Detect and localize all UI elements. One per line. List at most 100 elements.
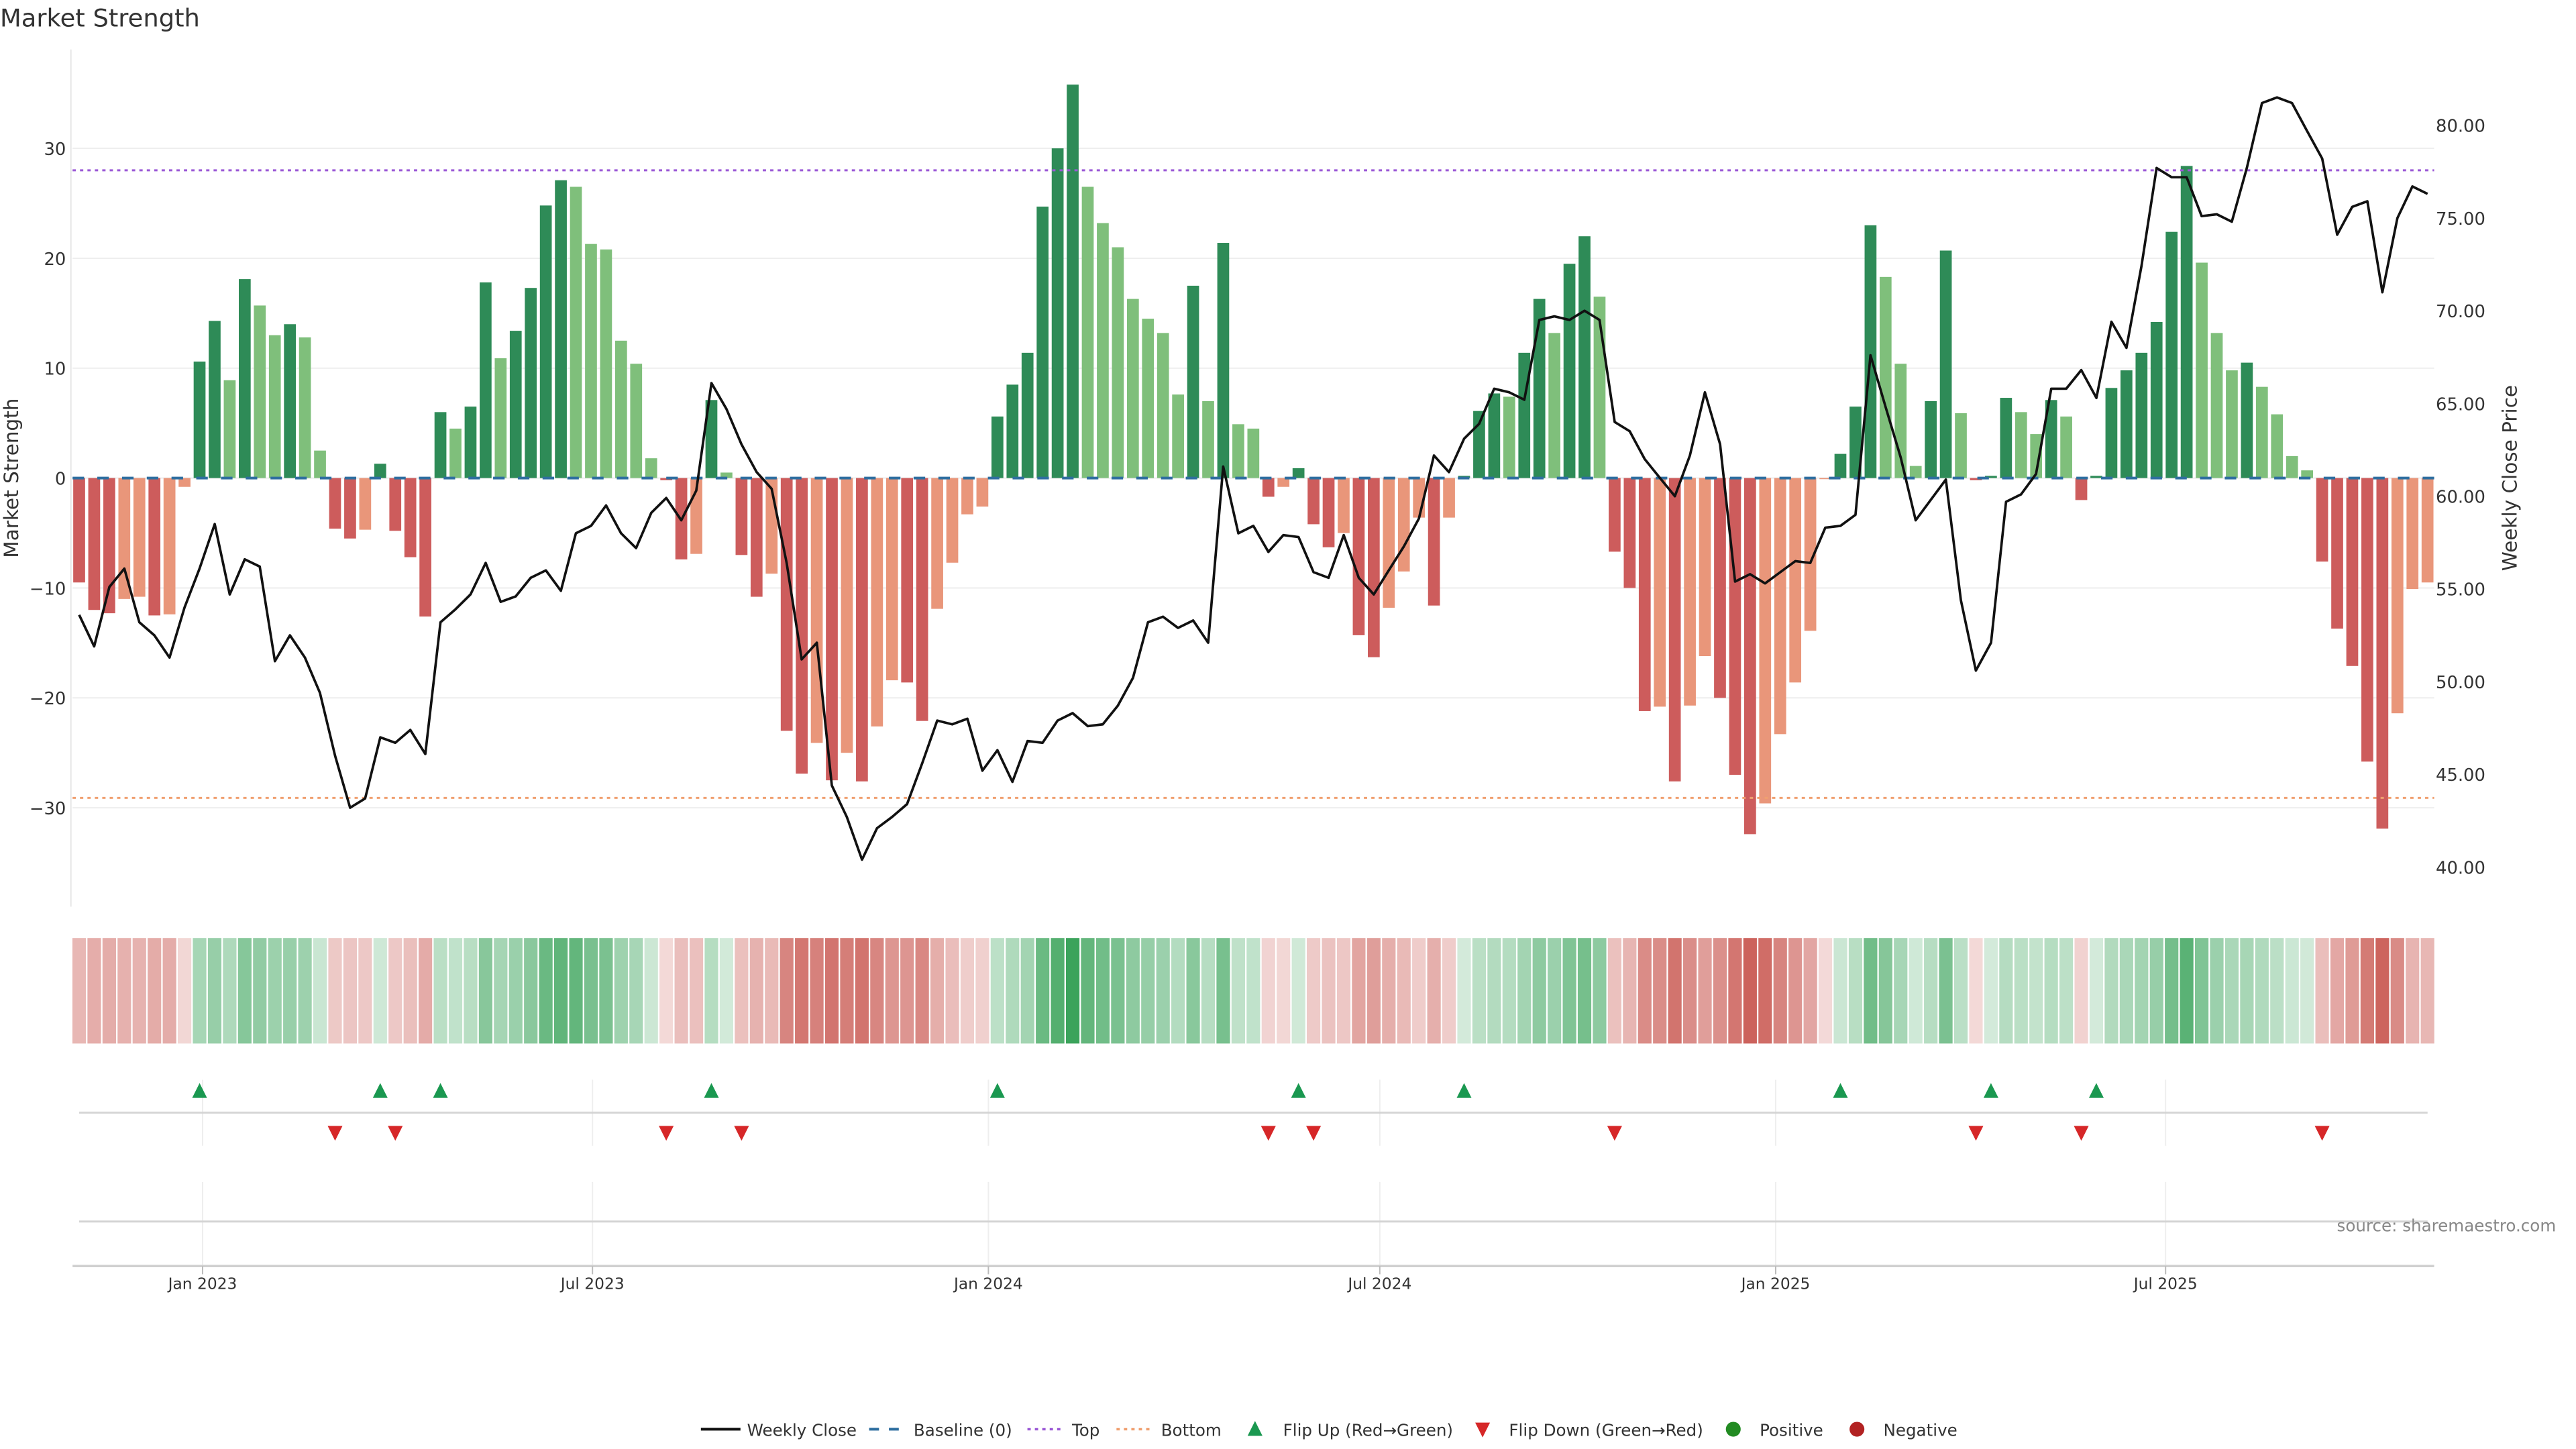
flip-down-marker bbox=[1607, 1126, 1622, 1141]
heatmap-cell bbox=[780, 938, 794, 1044]
heatmap-cell bbox=[2149, 938, 2163, 1044]
heatmap-cell bbox=[1036, 938, 1050, 1044]
heatmap-cell bbox=[1457, 938, 1471, 1044]
legend-item-negative[interactable]: Negative bbox=[1849, 1420, 1957, 1440]
heatmap-cell bbox=[1397, 938, 1411, 1044]
heatmap-cell bbox=[1953, 938, 1968, 1044]
strength-bar bbox=[2121, 370, 2133, 478]
heatmap-cell bbox=[2104, 938, 2118, 1044]
strength-bar bbox=[374, 464, 386, 478]
strength-bar bbox=[645, 458, 657, 478]
strength-bar bbox=[1759, 478, 1772, 804]
heatmap-cell bbox=[508, 938, 523, 1044]
heatmap-cell bbox=[945, 938, 959, 1044]
legend-item-top[interactable]: Top bbox=[1027, 1420, 1100, 1440]
strength-bar bbox=[1081, 186, 1094, 478]
heatmap-cell bbox=[1803, 938, 1817, 1044]
heatmap-cell bbox=[162, 938, 176, 1044]
y-tick-label: 0 bbox=[55, 469, 66, 489]
strength-bar bbox=[1925, 400, 1937, 478]
strength-bar bbox=[73, 478, 85, 583]
heatmap-cell bbox=[87, 938, 101, 1044]
y-tick-label: −20 bbox=[30, 689, 66, 709]
strength-bar bbox=[2241, 362, 2253, 478]
right-y-ticks: 80.00 75.00 70.00 65.00 60.00 55.00 50.00 45.00… bbox=[2436, 117, 2485, 879]
heatmap-cell bbox=[1698, 938, 1712, 1044]
strength-bar bbox=[329, 478, 341, 529]
heatmap-cell bbox=[1006, 938, 1020, 1044]
legend-item-flip-up[interactable]: Flip Up (Red→Green) bbox=[1247, 1420, 1453, 1440]
heatmap-cell bbox=[2345, 938, 2359, 1044]
strength-bar bbox=[901, 478, 914, 683]
strength-bar bbox=[2075, 478, 2088, 500]
heatmap-cell bbox=[1111, 938, 1125, 1044]
y2-tick-label: 70.00 bbox=[2436, 302, 2485, 322]
heatmap-cell bbox=[1352, 938, 1366, 1044]
heatmap-cell bbox=[975, 938, 989, 1044]
strength-bar bbox=[178, 478, 191, 487]
flip-markers bbox=[192, 1083, 2330, 1141]
strength-bar bbox=[223, 380, 236, 478]
legend-label: Top bbox=[1071, 1420, 1099, 1440]
heatmap-cell bbox=[358, 938, 372, 1044]
legend-label: Negative bbox=[1883, 1420, 1957, 1440]
flip-down-marker bbox=[1260, 1126, 1276, 1141]
heatmap-cell bbox=[1336, 938, 1351, 1044]
x-tick-label: Jul 2024 bbox=[1346, 1275, 1411, 1293]
heatmap-cell bbox=[2210, 938, 2224, 1044]
strength-bar bbox=[2255, 386, 2268, 478]
strength-bar bbox=[103, 478, 115, 614]
heatmap-cell bbox=[749, 938, 763, 1044]
legend-label: Positive bbox=[1760, 1420, 1823, 1440]
heatmap-cell bbox=[1909, 938, 1923, 1044]
legend-item-weekly-close[interactable]: Weekly Close bbox=[700, 1420, 857, 1440]
strength-bar bbox=[1623, 478, 1636, 588]
y2-tick-label: 80.00 bbox=[2436, 117, 2485, 137]
heatmap-cell bbox=[990, 938, 1004, 1044]
heatmap-cell bbox=[855, 938, 869, 1044]
y2-tick-label: 55.00 bbox=[2436, 580, 2485, 600]
heatmap-cell bbox=[569, 938, 583, 1044]
strength-bar bbox=[871, 478, 883, 727]
strength-bar bbox=[630, 364, 643, 478]
strength-bar bbox=[254, 305, 266, 478]
strength-bar bbox=[885, 478, 898, 681]
strength-bar bbox=[284, 324, 297, 478]
heatmap-cell bbox=[644, 938, 658, 1044]
heatmap-cell bbox=[1668, 938, 1682, 1044]
legend-item-bottom[interactable]: Bottom bbox=[1116, 1420, 1222, 1440]
heatmap-cell bbox=[1517, 938, 1532, 1044]
heatmap-cell bbox=[298, 938, 312, 1044]
strength-bar bbox=[2421, 478, 2434, 583]
heatmap-cell bbox=[494, 938, 508, 1044]
strength-bar bbox=[1638, 478, 1651, 711]
chart-title: Market Strength bbox=[0, 3, 200, 32]
heatmap-cell bbox=[1277, 938, 1291, 1044]
legend-item-baseline[interactable]: Baseline (0) bbox=[869, 1420, 1012, 1440]
strength-bar bbox=[1939, 250, 1952, 478]
y2-tick-label: 75.00 bbox=[2436, 209, 2485, 229]
heatmap-cell bbox=[193, 938, 207, 1044]
heatmap-cell bbox=[1638, 938, 1652, 1044]
left-axis-label: Market Strength bbox=[0, 398, 23, 558]
heatmap-cell bbox=[1126, 938, 1140, 1044]
heatmap-cell bbox=[840, 938, 854, 1044]
strength-bar bbox=[1804, 478, 1817, 631]
strength-bar bbox=[525, 288, 537, 478]
legend-item-flip-down[interactable]: Flip Down (Green→Red) bbox=[1475, 1420, 1703, 1440]
strength-bar bbox=[735, 478, 748, 555]
heatmap-cell bbox=[735, 938, 749, 1044]
strength-bar bbox=[841, 478, 853, 753]
strength-bar bbox=[449, 428, 462, 478]
strength-bar bbox=[1187, 285, 1199, 478]
legend-label: Flip Up (Red→Green) bbox=[1283, 1420, 1453, 1440]
heatmap-cell bbox=[2180, 938, 2194, 1044]
strength-bar bbox=[2286, 455, 2298, 478]
heatmap-cell bbox=[2059, 938, 2074, 1044]
heatmap-cell bbox=[1442, 938, 1456, 1044]
heatmap-cell bbox=[283, 938, 297, 1044]
heatmap-cell bbox=[584, 938, 598, 1044]
strength-bar bbox=[1985, 476, 1997, 478]
heatmap-cell bbox=[704, 938, 718, 1044]
legend-item-positive[interactable]: Positive bbox=[1725, 1420, 1823, 1440]
